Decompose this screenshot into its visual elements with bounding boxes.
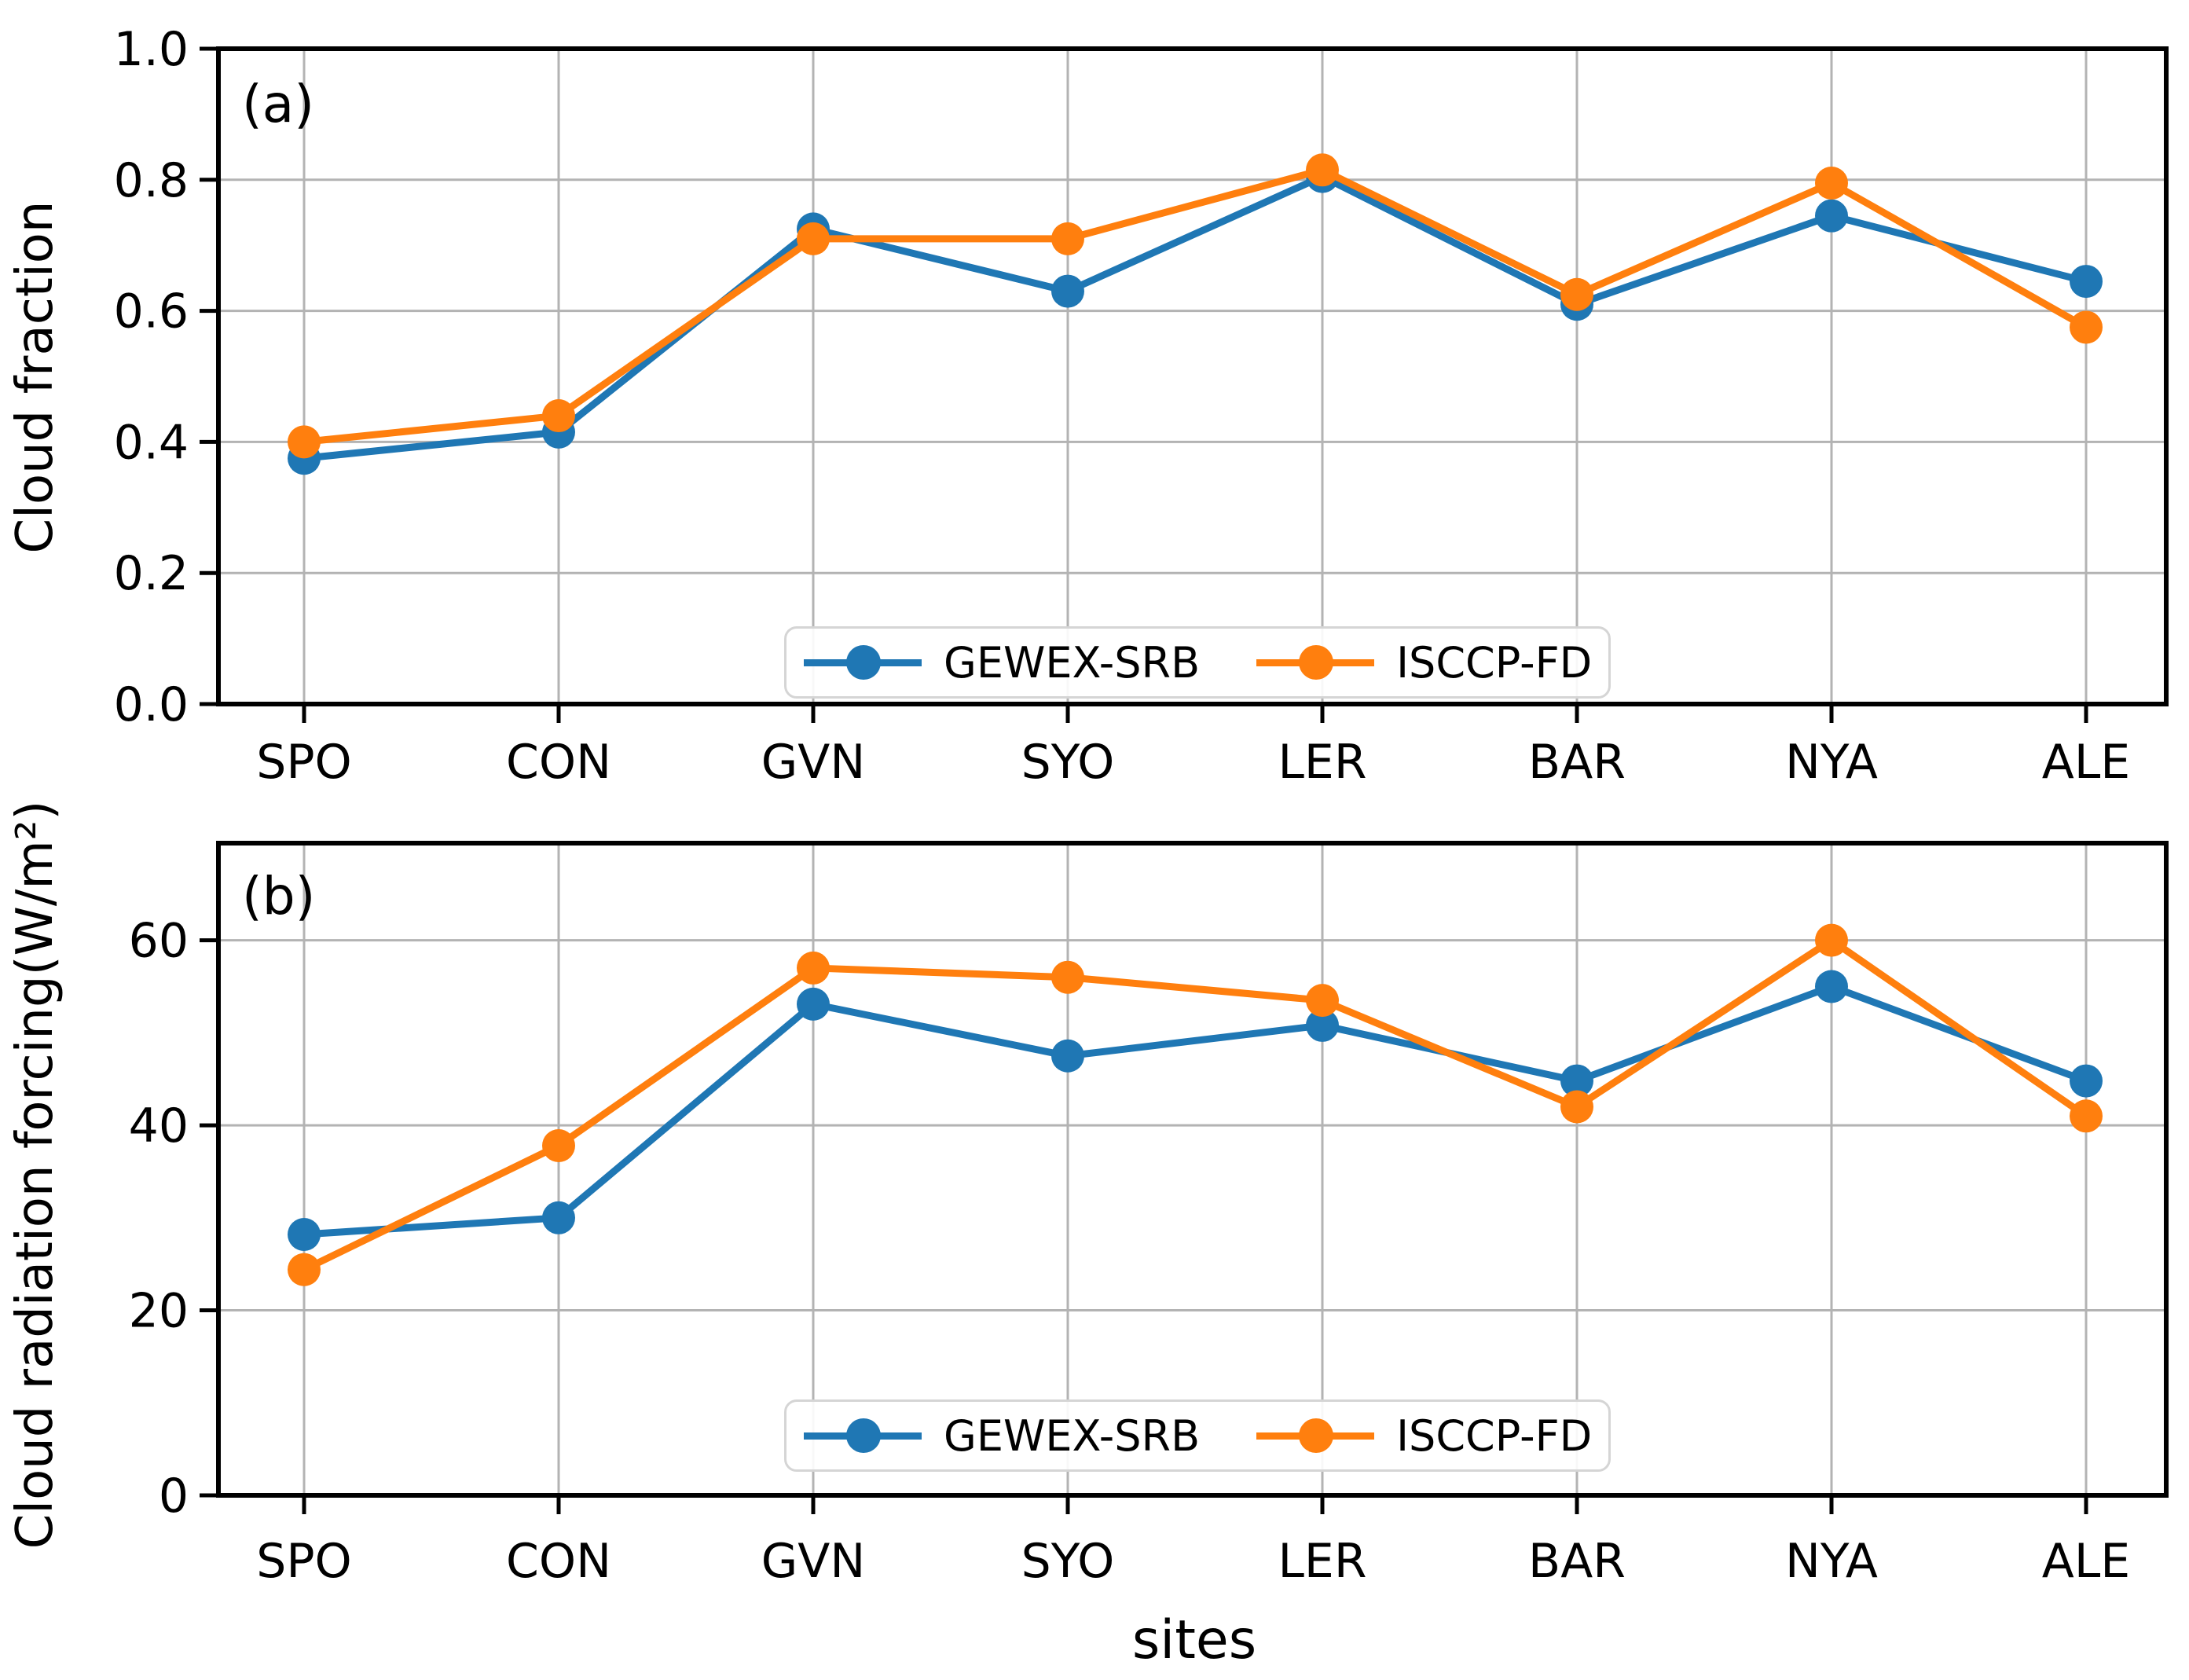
x-tick-label-CON: CON — [506, 1534, 611, 1589]
data-point-isccp-fd-SYO — [1051, 960, 1084, 994]
x-tick-label-GVN: GVN — [761, 1534, 865, 1589]
x-tick-label-NYA: NYA — [1785, 735, 1878, 790]
data-point-gewex-srb-SYO — [1051, 274, 1084, 308]
data-point-isccp-fd-BAR — [1560, 277, 1593, 311]
data-point-gewex-srb-SPO — [288, 1218, 321, 1251]
legend-label-gewex-srb: GEWEX-SRB — [944, 1410, 1201, 1461]
legend-line-marker-gewex-srb-icon — [804, 644, 922, 680]
data-point-gewex-srb-CON — [542, 1201, 575, 1234]
y-tick-label: 60 — [129, 914, 189, 969]
legend-label-isccp-fd: ISCCP-FD — [1396, 1410, 1593, 1461]
y-tick-label: 0.4 — [114, 415, 189, 470]
legend-line-marker-gewex-srb-icon — [804, 1418, 922, 1454]
y-tick-label: 0 — [159, 1469, 189, 1524]
series-line-gewex-srb — [303, 173, 2088, 462]
data-point-gewex-srb-LER — [1306, 1008, 1339, 1042]
panel-b-y-axis-title: Cloud radiation forcing(W/m²) — [6, 800, 64, 1550]
data-point-isccp-fd-GVN — [797, 222, 830, 255]
y-tick-label: 0.0 — [114, 677, 189, 732]
x-tick-label-NYA: NYA — [1785, 1534, 1878, 1589]
y-tick-label: 0.8 — [114, 153, 189, 208]
data-point-isccp-fd-CON — [542, 1128, 575, 1162]
y-tick-label: 0.2 — [114, 546, 189, 601]
data-point-isccp-fd-NYA — [1815, 166, 1848, 200]
data-point-isccp-fd-GVN — [797, 951, 830, 985]
data-point-gewex-srb-ALE — [2070, 1064, 2103, 1098]
data-point-isccp-fd-ALE — [2070, 1099, 2103, 1133]
x-tick-label-SPO: SPO — [256, 1534, 352, 1589]
legend-line-marker-isccp-fd-icon — [1256, 644, 1375, 680]
data-point-gewex-srb-ALE — [2070, 265, 2103, 299]
legend-line-marker-isccp-fd-icon — [1256, 1418, 1375, 1454]
y-tick-label: 40 — [129, 1099, 189, 1154]
data-point-isccp-fd-NYA — [1815, 923, 1848, 957]
data-point-isccp-fd-ALE — [2070, 310, 2103, 344]
x-tick-label-ALE: ALE — [2042, 1534, 2130, 1589]
x-tick-label-BAR: BAR — [1528, 735, 1626, 790]
x-tick-label-LER: LER — [1278, 735, 1366, 790]
data-point-isccp-fd-LER — [1306, 153, 1339, 187]
x-tick-label-SPO: SPO — [256, 735, 352, 790]
data-point-isccp-fd-SYO — [1051, 222, 1084, 255]
legend-label-gewex-srb: GEWEX-SRB — [944, 637, 1201, 688]
x-tick-label-GVN: GVN — [761, 735, 865, 790]
x-tick-label-BAR: BAR — [1528, 1534, 1626, 1589]
data-point-gewex-srb-NYA — [1815, 199, 1848, 233]
x-tick-label-LER: LER — [1278, 1534, 1366, 1589]
panel-a-letter: (a) — [242, 74, 314, 134]
x-tick-label-SYO: SYO — [1021, 735, 1115, 790]
series-line-gewex-srb — [303, 982, 2088, 1238]
series-line-isccp-fd — [303, 166, 2088, 446]
data-point-isccp-fd-BAR — [1560, 1090, 1593, 1124]
data-point-gewex-srb-NYA — [1815, 970, 1848, 1003]
series-line-isccp-fd — [302, 937, 2088, 1273]
x-tick-label-SYO: SYO — [1021, 1534, 1115, 1589]
y-tick-label: 1.0 — [114, 22, 189, 77]
panel-b-letter: (b) — [242, 866, 316, 926]
data-point-isccp-fd-SPO — [288, 425, 321, 459]
y-tick-label: 20 — [129, 1284, 189, 1339]
panel-(a)-border — [216, 46, 2169, 706]
panel-(b)-border — [216, 841, 2169, 1498]
y-tick-label: 0.6 — [114, 284, 189, 339]
data-point-isccp-fd-LER — [1306, 984, 1339, 1018]
panel-a-legend: GEWEX-SRB ISCCP-FD — [784, 626, 1611, 699]
panel-b-legend: GEWEX-SRB ISCCP-FD — [784, 1399, 1611, 1472]
data-point-gewex-srb-GVN — [797, 987, 830, 1021]
legend-label-isccp-fd: ISCCP-FD — [1396, 637, 1593, 688]
data-point-isccp-fd-SPO — [288, 1253, 321, 1286]
data-point-gewex-srb-SYO — [1051, 1039, 1084, 1073]
data-point-isccp-fd-CON — [542, 399, 575, 433]
data-point-gewex-srb-BAR — [1560, 1064, 1593, 1098]
x-axis-title: sites — [1131, 1609, 1257, 1671]
x-tick-label-CON: CON — [506, 735, 611, 790]
x-tick-label-ALE: ALE — [2042, 735, 2130, 790]
